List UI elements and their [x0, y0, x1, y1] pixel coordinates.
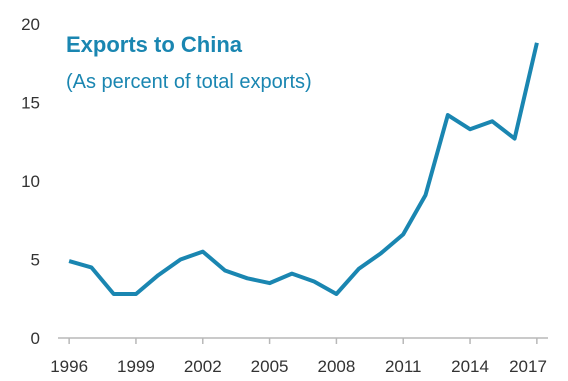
x-tick-label: 2011	[385, 357, 422, 376]
x-tick-label: 2017	[509, 357, 547, 376]
y-tick-label: 20	[21, 15, 40, 34]
x-tick-label: 2008	[317, 357, 355, 376]
y-tick-label: 10	[21, 172, 40, 191]
x-tick-label: 1999	[117, 357, 155, 376]
x-tick-label: 2014	[451, 357, 489, 376]
y-tick-label: 15	[21, 94, 40, 113]
x-tick-label: 2005	[251, 357, 289, 376]
exports-to-china-line	[68, 42, 539, 296]
y-axis-ticks: 0 5 10 15 20	[21, 15, 40, 348]
x-tick-label: 1996	[50, 357, 88, 376]
chart-title: Exports to China	[66, 32, 243, 57]
x-axis-ticks: 1996 1999 2002 2005 2008 2011 2014 2017	[50, 338, 547, 376]
x-tick-label: 2002	[184, 357, 222, 376]
y-tick-label: 5	[31, 251, 40, 270]
chart-subtitle: (As percent of total exports)	[66, 71, 312, 93]
y-tick-label: 0	[31, 329, 40, 348]
